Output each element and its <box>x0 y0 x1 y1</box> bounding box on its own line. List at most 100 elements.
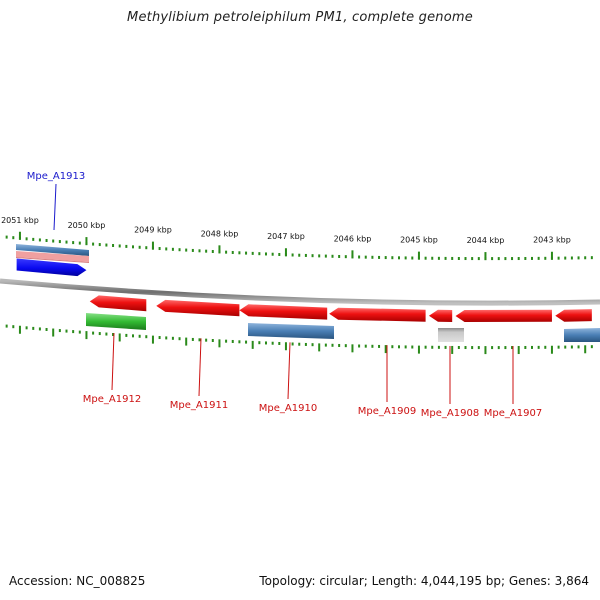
axis-major-tick <box>18 231 21 240</box>
axis-minor-tick <box>484 257 487 261</box>
lower-minor-tick <box>531 345 533 349</box>
lower-minor-tick <box>371 344 374 348</box>
axis-minor-tick <box>358 255 361 259</box>
axis-minor-tick <box>178 248 181 252</box>
grey-feature <box>438 328 464 342</box>
lower-minor-tick <box>178 337 181 341</box>
lower-major-tick <box>384 345 387 354</box>
axis-minor-tick <box>211 250 214 254</box>
axis-minor-tick <box>138 245 141 249</box>
lower-major-tick <box>584 345 587 354</box>
lower-minor-tick <box>544 345 547 349</box>
axis-minor-tick <box>85 242 88 246</box>
axis-minor-tick <box>185 248 188 252</box>
axis-major-tick <box>351 250 354 259</box>
axis-minor-tick <box>258 252 261 256</box>
axis-minor-tick <box>404 256 407 260</box>
lower-minor-tick <box>265 341 267 345</box>
axis-tick-label: 2044 kbp <box>467 236 505 245</box>
gene-arrow-forward[interactable] <box>16 258 87 277</box>
green-feature <box>86 313 146 330</box>
lower-major-tick <box>151 335 154 344</box>
gene-label[interactable]: Mpe_A1913 <box>27 171 85 182</box>
axis-major-tick <box>218 245 221 254</box>
lower-major-tick <box>118 333 121 342</box>
lower-major-tick <box>351 344 354 353</box>
axis-minor-tick <box>417 256 420 260</box>
lower-minor-tick <box>411 345 414 349</box>
gene-arrow-reverse[interactable] <box>156 299 240 317</box>
lower-minor-tick <box>504 346 507 350</box>
lower-minor-tick <box>225 339 228 343</box>
lower-minor-tick <box>344 344 347 348</box>
axis-tick-label: 2048 kbp <box>201 229 239 238</box>
gene-arrow-reverse[interactable] <box>329 307 426 322</box>
map-title: Methylibium petroleiphilum PM1, complete… <box>127 10 473 25</box>
position-axis: 2051 kbp 2050 kbp 2049 kbp 2048 kbp 2047 kbp… <box>1 216 593 261</box>
lower-minor-tick <box>444 345 447 349</box>
lower-major-tick <box>517 346 520 355</box>
axis-minor-tick <box>32 237 35 241</box>
axis-minor-tick <box>564 256 567 260</box>
lower-minor-tick <box>92 331 95 335</box>
lower-minor-tick <box>564 345 567 349</box>
axis-tick-label: 2051 kbp <box>1 216 39 225</box>
lower-minor-tick <box>358 344 361 348</box>
lower-minor-tick <box>471 346 474 350</box>
gene-arrow-reverse[interactable] <box>455 309 552 322</box>
lower-major-tick <box>318 343 321 352</box>
gene-arrow-reverse[interactable] <box>428 309 453 322</box>
axis-minor-tick <box>92 242 95 246</box>
axis-minor-tick <box>298 253 301 257</box>
axis-minor-tick <box>125 244 128 248</box>
gene-label[interactable]: Mpe_A1909 <box>358 406 416 417</box>
lower-minor-tick <box>331 343 334 347</box>
steel-feature <box>16 244 89 256</box>
axis-tick-label: 2043 kbp <box>533 236 571 245</box>
gene-label[interactable]: Mpe_A1910 <box>259 403 317 414</box>
axis-minor-tick <box>151 246 154 250</box>
axis-minor-tick <box>105 243 108 247</box>
axis-minor-tick <box>52 239 55 243</box>
lower-minor-tick <box>191 337 194 341</box>
lower-minor-tick <box>304 342 307 346</box>
gene-arrow-reverse[interactable] <box>239 304 328 320</box>
axis-minor-tick <box>18 236 21 240</box>
gene-label[interactable]: Mpe_A1907 <box>484 408 542 419</box>
axis-minor-tick <box>391 256 394 260</box>
axis-minor-tick <box>198 249 201 253</box>
lower-minor-tick <box>45 327 48 331</box>
axis-minor-tick <box>550 256 553 260</box>
lower-minor-tick <box>231 339 234 343</box>
axis-minor-tick <box>112 244 115 248</box>
lower-minor-tick <box>577 345 580 349</box>
axis-major-tick <box>484 252 487 261</box>
axis-minor-tick <box>5 235 8 239</box>
gene-label[interactable]: Mpe_A1912 <box>83 394 141 405</box>
label-leader-line <box>198 338 202 397</box>
steel-feature <box>248 323 334 339</box>
axis-minor-tick <box>371 255 374 259</box>
axis-minor-tick <box>291 253 294 257</box>
gene-label[interactable]: Mpe_A1911 <box>170 400 228 411</box>
lower-minor-tick <box>5 324 8 328</box>
axis-major-tick <box>417 251 420 260</box>
lower-minor-tick <box>171 336 174 340</box>
lower-minor-tick <box>238 340 241 344</box>
gene-arrow-reverse[interactable] <box>555 309 592 322</box>
axis-minor-tick <box>45 238 48 242</box>
axis-tick-label: 2050 kbp <box>68 221 106 230</box>
lower-major-tick <box>284 342 287 351</box>
lower-minor-tick <box>477 346 480 350</box>
axis-minor-tick <box>491 257 494 261</box>
axis-minor-tick <box>457 256 460 260</box>
gene-arrow-reverse[interactable] <box>89 295 147 312</box>
axis-minor-tick <box>431 256 434 260</box>
gene-label[interactable]: Mpe_A1908 <box>421 408 479 419</box>
lower-minor-tick <box>324 343 327 347</box>
axis-minor-tick <box>451 256 454 260</box>
lower-major-tick <box>52 328 55 337</box>
pink-feature <box>16 251 89 262</box>
lower-minor-tick <box>165 336 168 340</box>
